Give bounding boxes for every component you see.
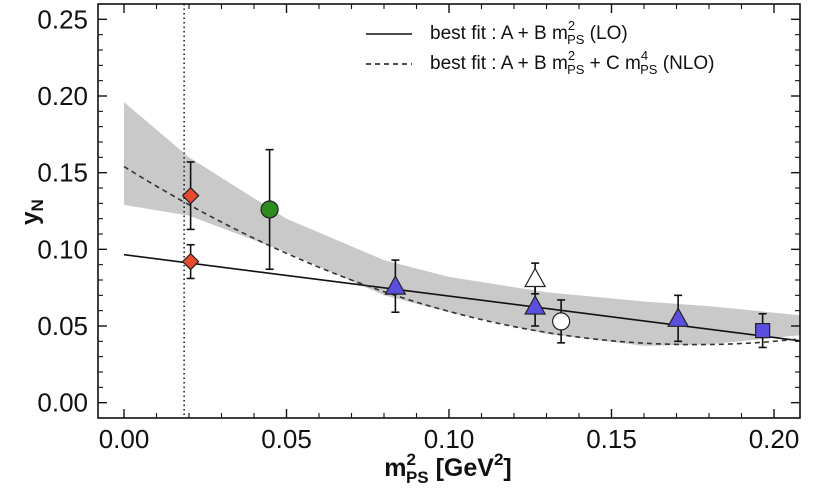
circle-marker [260, 200, 279, 219]
diamond-marker [181, 252, 200, 271]
axis-ticks-layer: 0.00 0.05 0.10 0.15 0.20 0.00 0.05 0.10 0.15 0.20… [37, 4, 800, 454]
data-point [181, 243, 200, 280]
data-point [384, 259, 407, 314]
triangle-marker [384, 274, 407, 295]
x-tick-label: 0.10 [424, 424, 475, 454]
x-axis-title: m2 PS [GeV2] [384, 450, 511, 487]
x-tick-label: 0.05 [261, 424, 312, 454]
data-points-layer [181, 148, 771, 349]
x-tick-label: 0.20 [749, 424, 800, 454]
lo-fit-line [123, 253, 800, 342]
nlo-error-band [124, 102, 800, 346]
diamond-marker [181, 186, 200, 205]
x-tick-label: 0.15 [586, 424, 637, 454]
y-tick-label: 0.15 [37, 158, 88, 188]
y-tick-label: 0.25 [37, 4, 88, 34]
legend-label: best fit : A + B m2 PS (LO) [430, 18, 628, 47]
y-tick-label: 0.10 [37, 234, 88, 264]
square-marker [755, 323, 771, 339]
triangle-open-marker [524, 267, 547, 288]
triangle-marker [524, 294, 547, 315]
legend-label: best fit : A + B m2 PS + C m4 PS (NLO) [430, 48, 714, 77]
data-point [260, 148, 279, 271]
legend: best fit : A + B m2 PS (LO)best fit : A +… [366, 18, 714, 77]
y-tick-label: 0.20 [37, 81, 88, 111]
data-point [667, 294, 690, 343]
data-point [181, 161, 200, 231]
data-point [755, 312, 771, 349]
axis-titles: m2 PS [GeV2] yN [17, 199, 512, 487]
nlo-fit-line [123, 165, 800, 346]
y-tick-label: 0.00 [37, 388, 88, 418]
confidence-band-layer [124, 102, 800, 346]
data-point [552, 299, 571, 344]
triangle-marker [667, 307, 690, 327]
y-tick-label: 0.05 [37, 311, 88, 341]
y-axis-title: yN [17, 199, 47, 225]
x-tick-label: 0.00 [99, 424, 150, 454]
data-point [524, 262, 547, 295]
circle-open-marker [552, 312, 571, 331]
